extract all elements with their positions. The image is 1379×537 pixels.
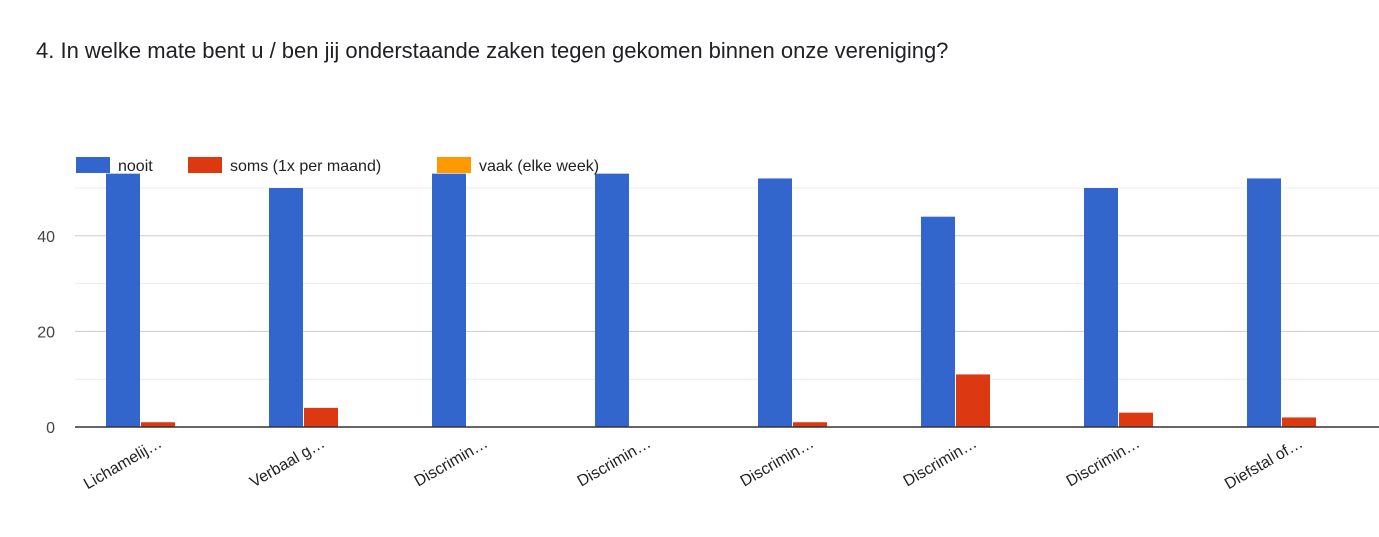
legend-label: nooit bbox=[118, 158, 153, 175]
legend-swatch bbox=[76, 157, 110, 173]
legend-label: vaak (elke week) bbox=[479, 158, 599, 175]
x-category-label: Discrimin… bbox=[412, 435, 491, 491]
bar-nooit[interactable] bbox=[1247, 178, 1281, 427]
bar-nooit[interactable] bbox=[432, 173, 466, 427]
x-category-label: Discrimin… bbox=[575, 435, 654, 491]
y-axis: 0 20 40 bbox=[37, 229, 55, 437]
y-tick-label: 0 bbox=[46, 420, 55, 437]
x-category-label: Discrimin… bbox=[1064, 435, 1143, 491]
bar-soms[interactable] bbox=[1282, 417, 1316, 427]
legend-item[interactable]: soms (1x per maand) bbox=[188, 157, 381, 175]
bar-nooit[interactable] bbox=[595, 173, 629, 427]
bar-nooit[interactable] bbox=[106, 173, 140, 427]
legend-swatch bbox=[437, 157, 471, 173]
bar-soms[interactable] bbox=[304, 407, 338, 427]
y-tick-label: 40 bbox=[37, 229, 55, 246]
bars bbox=[106, 173, 1316, 427]
x-category-label: Diefstal of… bbox=[1222, 435, 1306, 493]
legend-item[interactable]: vaak (elke week) bbox=[437, 157, 599, 175]
bar-soms[interactable] bbox=[956, 374, 990, 427]
bar-soms[interactable] bbox=[793, 422, 827, 427]
x-category-label: Discrimin… bbox=[738, 435, 817, 491]
bar-soms[interactable] bbox=[1119, 412, 1153, 427]
x-category-label: Verbaal g… bbox=[247, 435, 328, 492]
bar-nooit[interactable] bbox=[921, 216, 955, 427]
legend-label: soms (1x per maand) bbox=[230, 158, 381, 175]
bar-nooit[interactable] bbox=[1084, 188, 1118, 427]
x-category-label: Lichamelij… bbox=[81, 435, 165, 493]
legend-swatch bbox=[188, 157, 222, 173]
x-axis: Lichamelij… Verbaal g… Discrimin… Discrimin… bbox=[75, 426, 1379, 493]
bar-nooit[interactable] bbox=[758, 178, 792, 427]
legend-item[interactable]: nooit bbox=[76, 157, 153, 175]
legend[interactable]: nooit soms (1x per maand) vaak (elke week) bbox=[76, 157, 599, 175]
bar-soms[interactable] bbox=[141, 422, 175, 427]
bar-nooit[interactable] bbox=[269, 188, 303, 427]
y-tick-label: 20 bbox=[37, 324, 55, 341]
x-category-label: Discrimin… bbox=[901, 435, 980, 491]
question-title: 4. In welke mate bent u / ben jij onders… bbox=[36, 38, 949, 63]
